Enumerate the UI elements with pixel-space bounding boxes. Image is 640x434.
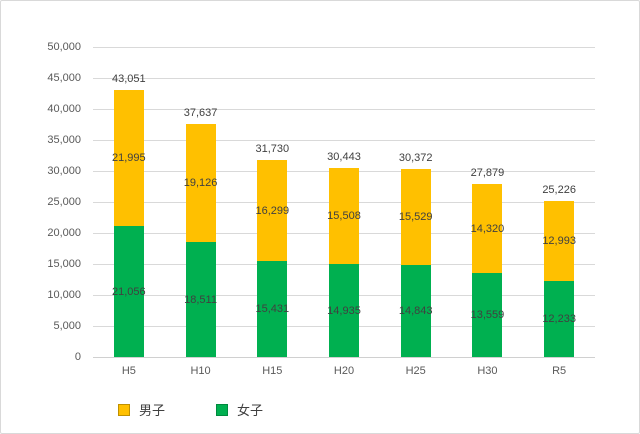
total-label: 30,372	[398, 151, 433, 164]
x-tick-label: H25	[405, 365, 426, 377]
x-tick-label: R5	[552, 365, 567, 377]
segment-label-girls: 14,935	[327, 304, 361, 317]
segment-label-girls: 14,843	[398, 304, 433, 317]
segment-label-girls: 12,233	[542, 313, 576, 326]
y-tick-label: 0	[74, 351, 81, 363]
total-label: 25,226	[542, 183, 576, 196]
y-tick-label: 15,000	[47, 258, 81, 270]
y-tick-label: 10,000	[47, 289, 81, 301]
bar-segment-boys	[400, 168, 431, 265]
bar-segment-boys	[544, 200, 575, 282]
bar-segment-boys	[329, 168, 359, 265]
legend-label: 女子	[237, 403, 264, 418]
gridline	[93, 108, 595, 110]
gridline	[93, 46, 595, 48]
segment-label-boys: 19,126	[183, 176, 218, 189]
y-tick-label: 35,000	[47, 134, 81, 146]
total-label: 30,443	[327, 151, 361, 164]
gridline	[93, 77, 595, 79]
bar-segment-boys	[472, 184, 503, 273]
x-axis-line	[93, 356, 595, 358]
bar-segment-girls	[185, 242, 216, 357]
legend-item: 女子	[216, 400, 263, 419]
bar-segment-girls	[472, 272, 503, 357]
legend-swatch-icon	[118, 403, 130, 416]
x-tick-label: H30	[477, 365, 498, 377]
bar-segment-boys	[257, 160, 288, 262]
legend-item: 男子	[118, 400, 165, 419]
total-label: 31,730	[255, 143, 290, 156]
segment-label-boys: 16,299	[255, 204, 290, 217]
segment-label-girls: 13,559	[470, 308, 505, 321]
y-tick-label: 25,000	[47, 196, 81, 208]
segment-label-girls: 18,511	[184, 293, 217, 306]
total-label: 43,051	[112, 73, 146, 86]
x-tick-label: H15	[262, 365, 283, 377]
y-tick-label: 50,000	[47, 41, 81, 53]
x-tick-label: H5	[121, 365, 136, 377]
y-tick-label: 5,000	[53, 320, 81, 332]
bar-segment-girls	[257, 261, 288, 357]
total-label: 37,637	[183, 106, 218, 119]
bar-segment-girls	[400, 264, 431, 357]
x-tick-label: H10	[190, 365, 211, 377]
bar-segment-boys	[185, 123, 216, 243]
y-tick-label: 45,000	[47, 72, 81, 84]
segment-label-boys: 15,529	[398, 210, 433, 223]
legend-label: 男子	[139, 403, 166, 418]
bar-segment-boys	[113, 90, 144, 227]
x-tick-label: H20	[333, 365, 355, 377]
y-tick-label: 20,000	[47, 227, 81, 239]
bar-segment-girls	[113, 226, 144, 357]
segment-label-boys: 14,320	[470, 222, 505, 235]
segment-label-girls: 21,056	[112, 285, 146, 298]
bar-segment-girls	[329, 264, 359, 357]
legend-swatch-icon	[216, 403, 228, 416]
y-tick-label: 30,000	[47, 165, 81, 177]
segment-label-girls: 15,431	[255, 303, 290, 316]
segment-label-boys: 12,993	[542, 234, 576, 247]
gridline	[93, 139, 595, 141]
y-tick-label: 40,000	[47, 103, 81, 115]
segment-label-boys: 21,995	[112, 152, 146, 165]
segment-label-boys: 15,508	[327, 210, 361, 223]
total-label: 27,879	[470, 167, 505, 180]
bar-segment-girls	[544, 281, 575, 357]
